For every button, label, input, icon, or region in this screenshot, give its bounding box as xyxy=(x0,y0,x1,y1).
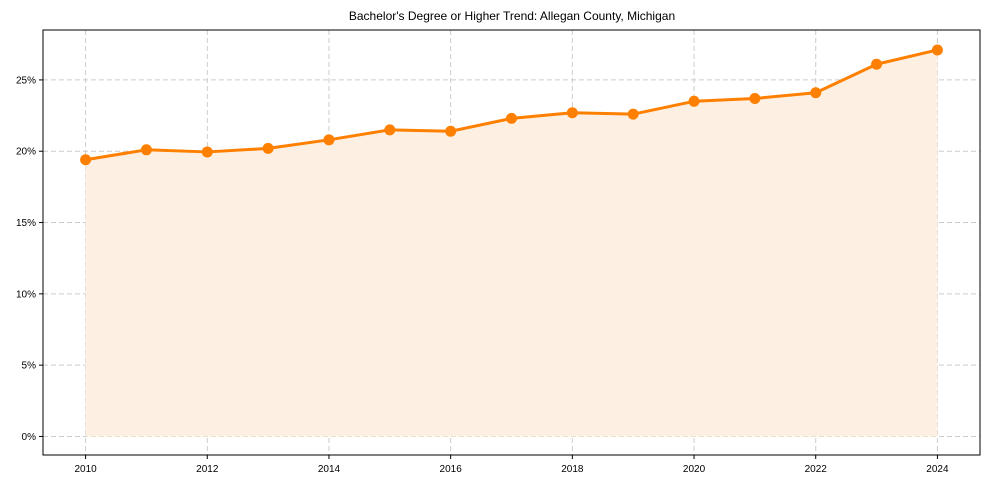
y-tick-label: 10% xyxy=(16,289,36,300)
data-point xyxy=(871,58,883,70)
y-tick-label: 25% xyxy=(16,75,36,86)
y-tick-label: 15% xyxy=(16,218,36,229)
area-fill xyxy=(85,49,938,437)
data-point xyxy=(931,44,943,56)
x-tick-label: 2014 xyxy=(318,464,341,475)
x-tick-label: 2016 xyxy=(440,464,463,475)
y-tick-label: 5% xyxy=(22,361,37,372)
data-point xyxy=(80,154,92,166)
data-point xyxy=(384,124,396,136)
y-tick-label: 0% xyxy=(22,432,37,443)
data-point xyxy=(140,144,152,156)
x-tick-label: 2012 xyxy=(196,464,219,475)
data-point xyxy=(201,146,213,158)
data-markers xyxy=(80,44,943,166)
x-tick-label: 2020 xyxy=(683,464,706,475)
chart-title: Bachelor's Degree or Higher Trend: Alleg… xyxy=(349,9,675,23)
x-tick-label: 2022 xyxy=(805,464,828,475)
x-tick-label: 2024 xyxy=(926,464,949,475)
data-point xyxy=(445,125,457,137)
data-point xyxy=(749,92,761,104)
data-point xyxy=(810,87,822,99)
x-tick-label: 2018 xyxy=(561,464,584,475)
x-tick-label: 2010 xyxy=(74,464,97,475)
y-axis: 0% 5% 10% 15% 20% 25% xyxy=(16,75,43,443)
x-axis: 2010 2012 2014 2016 2018 2020 2022 2024 xyxy=(74,455,949,475)
plot-frame xyxy=(42,29,981,456)
data-point xyxy=(323,134,335,146)
data-point xyxy=(566,107,578,119)
data-point xyxy=(688,95,700,107)
data-point xyxy=(627,108,639,120)
data-point xyxy=(506,112,517,124)
data-point xyxy=(262,142,274,154)
y-tick-label: 20% xyxy=(16,147,36,158)
